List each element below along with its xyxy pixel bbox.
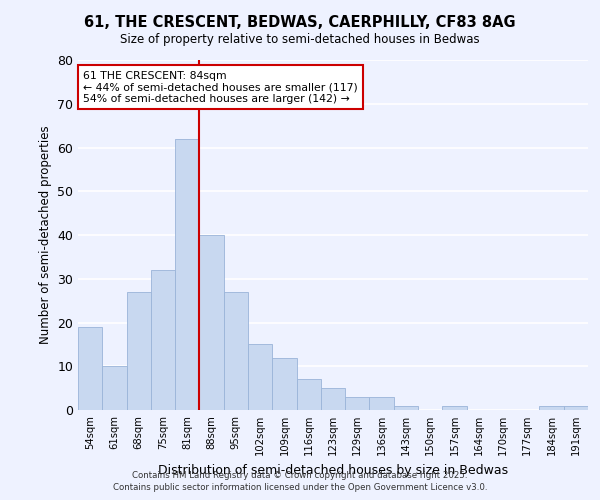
Bar [394,406,418,410]
Bar [199,235,224,410]
X-axis label: Distribution of semi-detached houses by size in Bedwas: Distribution of semi-detached houses by … [158,464,508,476]
Bar [248,344,272,410]
Text: Size of property relative to semi-detached houses in Bedwas: Size of property relative to semi-detach… [120,32,480,46]
Bar [102,366,127,410]
Bar [321,388,345,410]
Bar [370,397,394,410]
Bar [564,406,588,410]
Text: Contains public sector information licensed under the Open Government Licence v3: Contains public sector information licen… [113,484,487,492]
Text: 61 THE CRESCENT: 84sqm
← 44% of semi-detached houses are smaller (117)
54% of se: 61 THE CRESCENT: 84sqm ← 44% of semi-det… [83,70,358,104]
Bar [175,139,199,410]
Text: 61, THE CRESCENT, BEDWAS, CAERPHILLY, CF83 8AG: 61, THE CRESCENT, BEDWAS, CAERPHILLY, CF… [84,15,516,30]
Bar [78,327,102,410]
Bar [272,358,296,410]
Bar [296,380,321,410]
Bar [151,270,175,410]
Y-axis label: Number of semi-detached properties: Number of semi-detached properties [38,126,52,344]
Text: Contains HM Land Registry data © Crown copyright and database right 2025.: Contains HM Land Registry data © Crown c… [132,471,468,480]
Bar [539,406,564,410]
Bar [224,292,248,410]
Bar [127,292,151,410]
Bar [345,397,370,410]
Bar [442,406,467,410]
